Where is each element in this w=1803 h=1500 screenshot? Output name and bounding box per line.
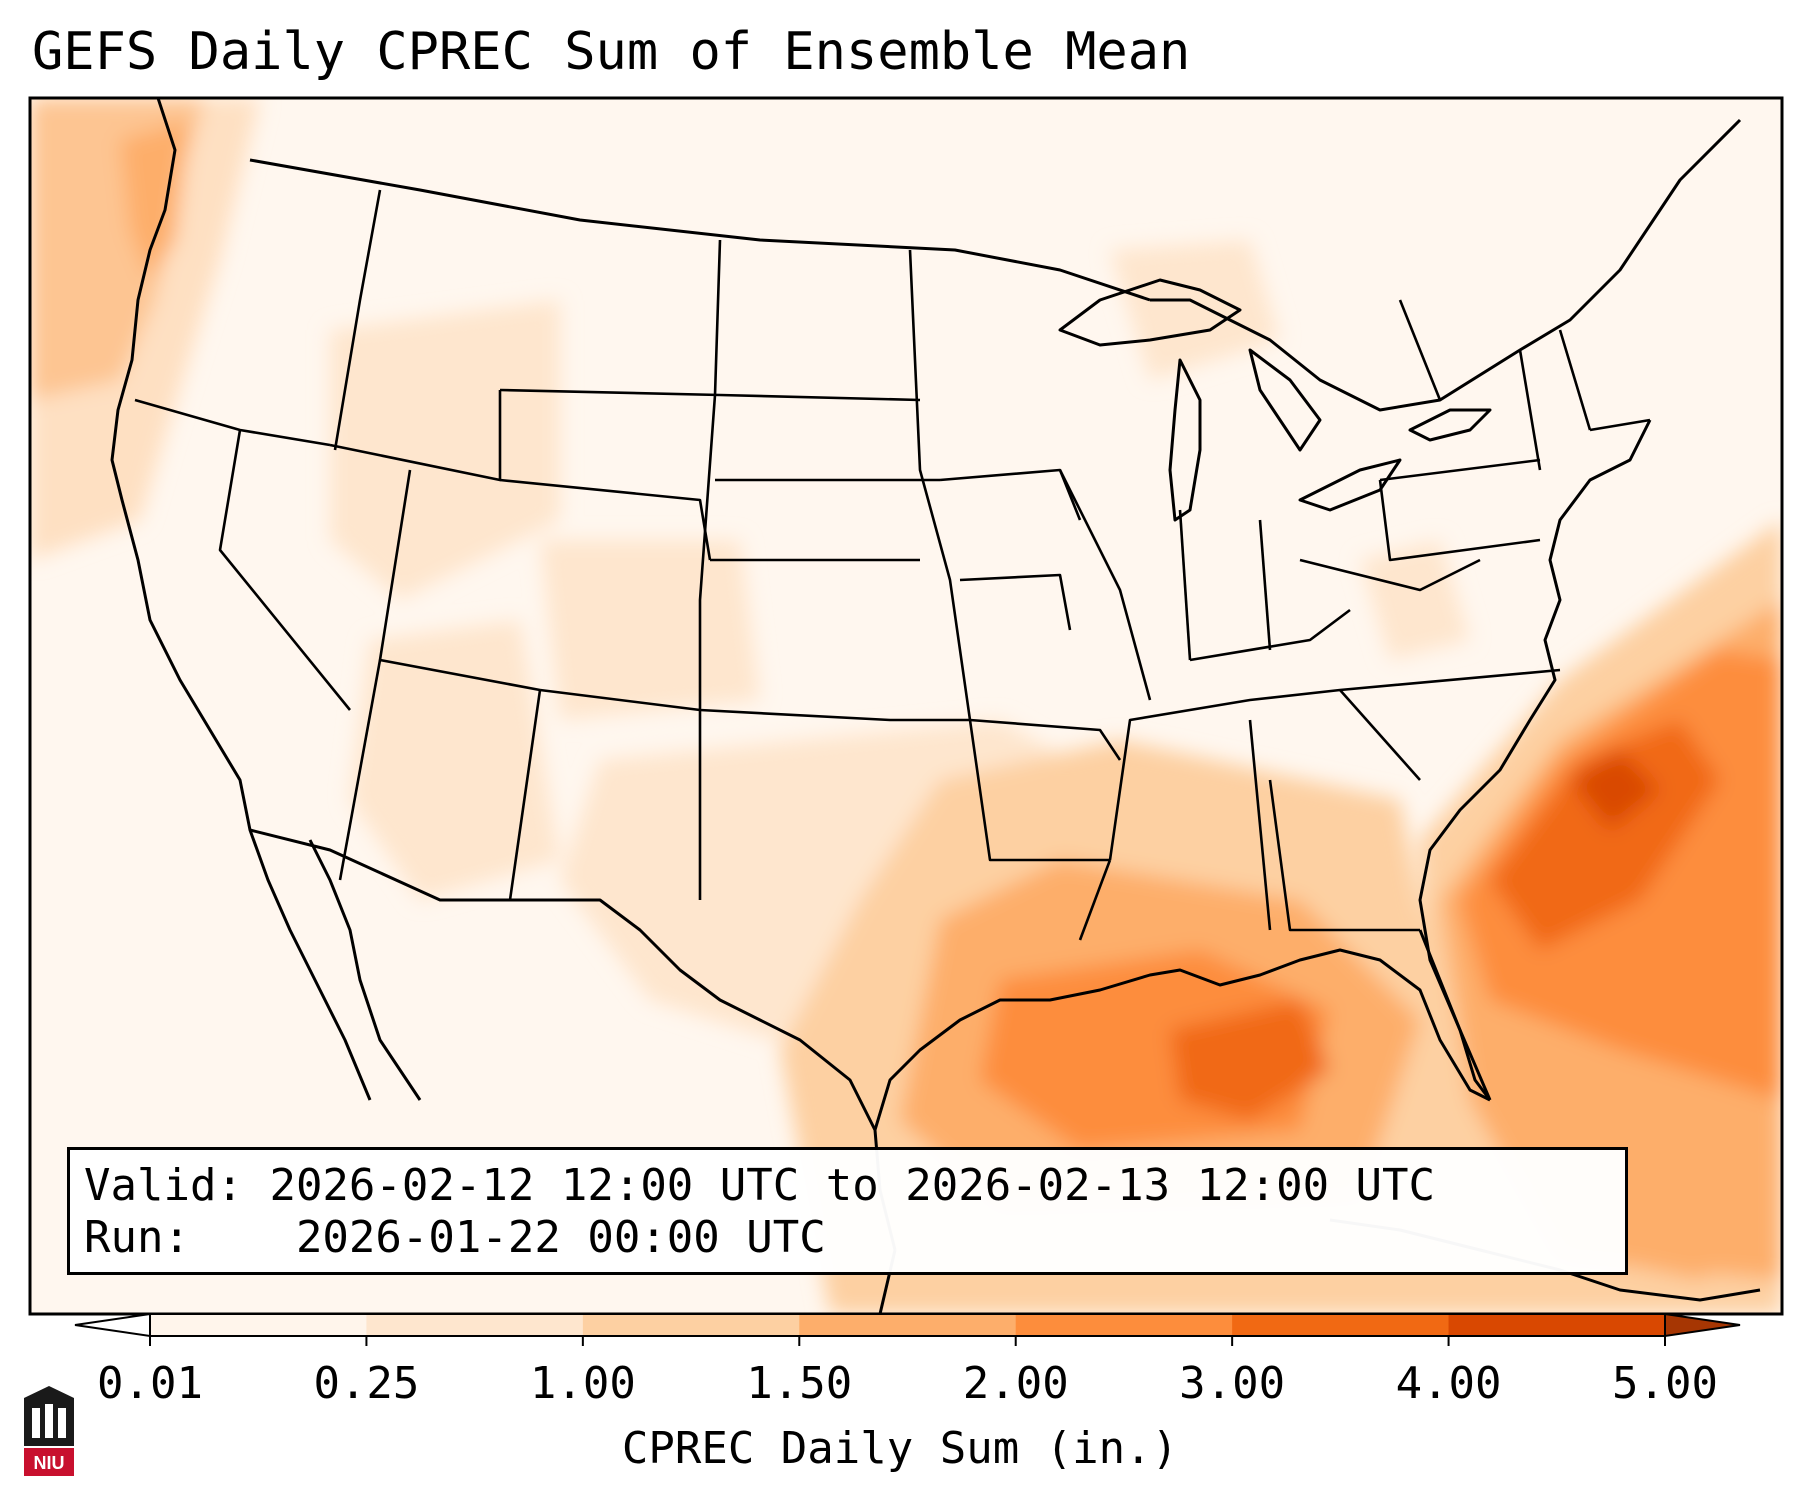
colorbar-over-extension [1664,1312,1741,1338]
lake-huron [1248,348,1322,452]
lake-erie [1298,458,1402,512]
colorbar-tick-label: 3.00 [1179,1358,1286,1409]
colorbar-tick-label: 1.50 [746,1358,853,1409]
baja-coastline [308,839,422,1101]
colorbar-under-extension [74,1312,151,1338]
northeast-border [1150,118,1742,412]
colorbar-segment [1448,1314,1666,1336]
colorbar-label: CPREC Daily Sum (in.) [621,1423,1179,1474]
valid-info-box: Valid: 2026-02-12 12:00 UTC to 2026-02-1… [67,1147,1628,1275]
colorbar-segment [799,1314,1017,1336]
colorbar-tick-label: 0.25 [313,1358,420,1409]
colorbar-segment [150,1314,367,1336]
figure-title: GEFS Daily CPREC Sum of Ensemble Mean [32,22,1191,82]
colorbar-tick-label: 0.01 [97,1358,203,1409]
lake-ontario [1408,408,1492,442]
atlantic-coastline [1418,419,1652,1101]
gulf-coastline [873,948,1491,1251]
colorbar [74,1312,1741,1346]
run-line: Run: 2026-01-22 00:00 UTC [84,1212,826,1263]
us-canada-border [249,158,1151,302]
colorbar-tick-label: 4.00 [1395,1358,1502,1409]
lake-superior [1058,278,1242,347]
colorbar-tick-label: 2.00 [962,1358,1069,1409]
valid-line: Valid: 2026-02-12 12:00 UTC to 2026-02-1… [84,1160,1435,1211]
pacific-coastline [110,98,372,1101]
us-mexico-border [249,828,877,1131]
colorbar-segment [366,1314,584,1336]
map-borders [110,98,1761,1314]
valid-value: 2026-02-12 12:00 UTC to 2026-02-13 12:00… [269,1160,1436,1211]
state-borders [134,189,1651,941]
colorbar-tick-label: 1.00 [529,1358,636,1409]
colorbar-tick-label: 5.00 [1612,1358,1718,1409]
run-value: 2026-01-22 00:00 UTC [295,1212,826,1263]
lake-michigan [1168,358,1202,522]
florida-peninsula [1418,929,1492,1101]
colorbar-frame [149,1313,1666,1337]
colorbar-segment [1232,1314,1450,1336]
logo-text: NIU [34,1453,65,1473]
run-label: Run: [84,1212,190,1263]
colorbar-segment [1015,1314,1233,1336]
precip-field [30,98,1782,1314]
colorbar-segment [582,1314,800,1336]
university-seal-icon: NIU [24,1386,74,1476]
valid-label: Valid: [84,1160,243,1211]
